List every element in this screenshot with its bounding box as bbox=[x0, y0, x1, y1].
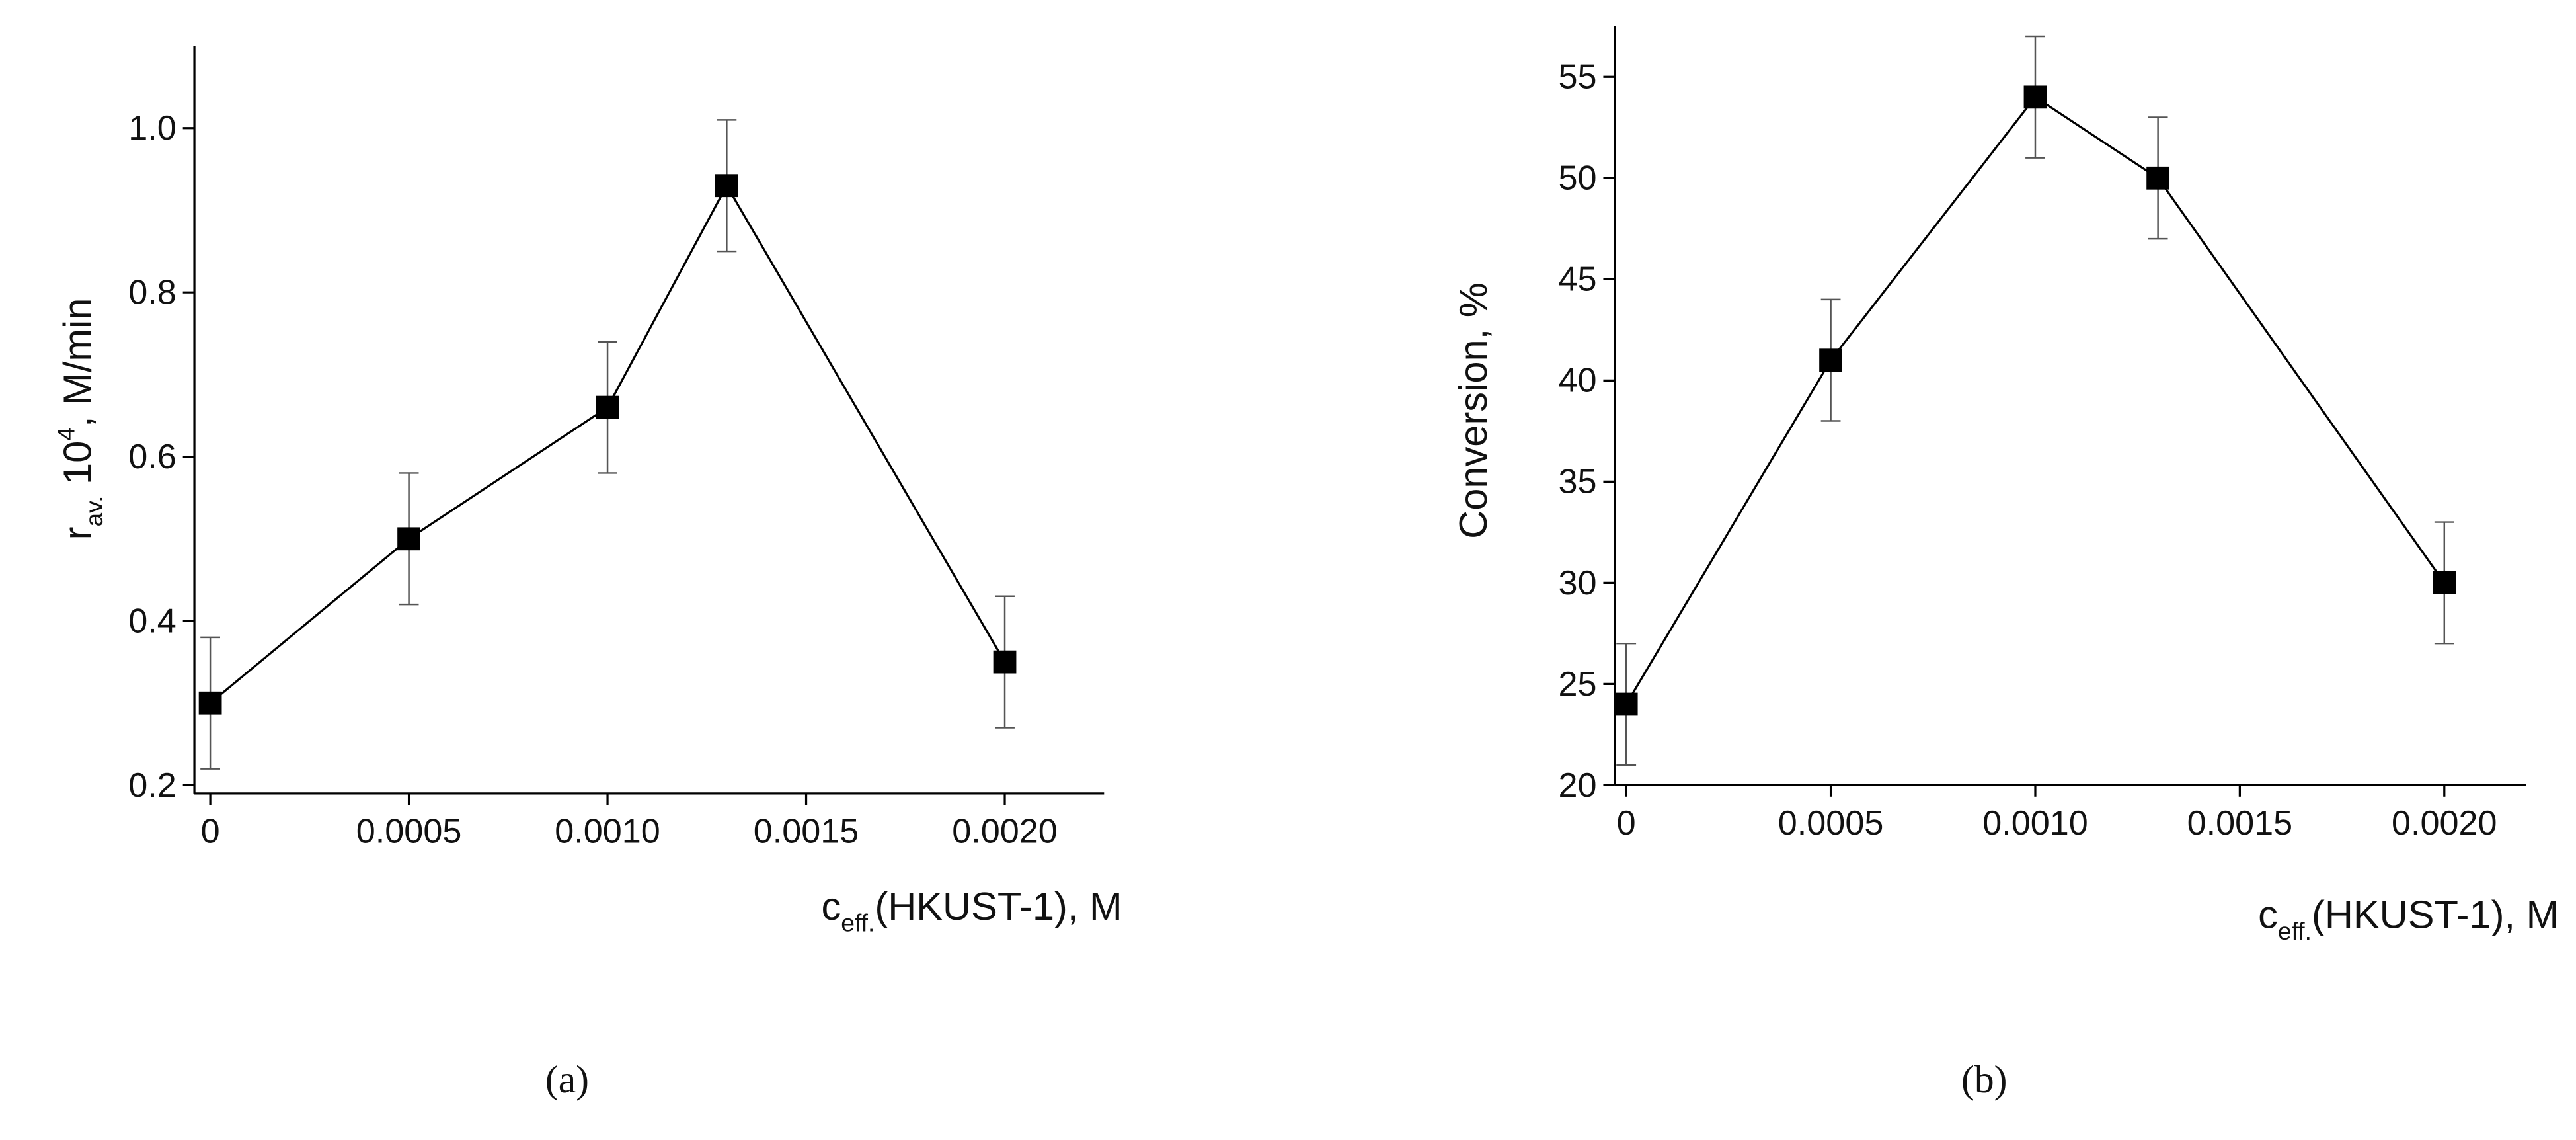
x-label-rest: (HKUST-1), M bbox=[2312, 893, 2559, 937]
y-tick-label: 50 bbox=[1559, 159, 1597, 198]
marker bbox=[198, 691, 222, 715]
y-tick-label: 25 bbox=[1559, 665, 1597, 704]
marker bbox=[2433, 571, 2456, 594]
y-tick-label: 1.0 bbox=[128, 109, 176, 147]
x-tick-label: 0 bbox=[1617, 804, 1636, 842]
x-axis-label: ceff.(HKUST-1), M bbox=[2258, 893, 2559, 945]
x-axis-label: ceff.(HKUST-1), M bbox=[821, 884, 1122, 936]
y-label-sub: av. bbox=[80, 496, 108, 527]
y-tick-label: 0.8 bbox=[128, 274, 176, 312]
y-axis-label: Conversion, % bbox=[1451, 282, 1495, 539]
x-tick-label: 0.0020 bbox=[2392, 804, 2497, 842]
y-axis-label: rav. 104, M/min bbox=[52, 298, 108, 540]
y-tick-label: 35 bbox=[1559, 463, 1597, 501]
marker bbox=[1614, 692, 1638, 716]
y-label-main: r bbox=[56, 526, 100, 540]
y-label-main: Conversion, % bbox=[1451, 282, 1495, 539]
panel-caption: (a) bbox=[545, 1057, 589, 1101]
y-tick-label: 20 bbox=[1559, 766, 1597, 805]
marker bbox=[1819, 348, 1842, 372]
y-tick-label: 30 bbox=[1559, 564, 1597, 602]
x-tick-label: 0.0010 bbox=[1982, 804, 2088, 842]
x-label-sub: eff. bbox=[841, 909, 875, 937]
panel-caption: (b) bbox=[1961, 1057, 2008, 1101]
y-label-sup: 4 bbox=[52, 427, 80, 441]
x-tick-label: 0.0015 bbox=[754, 812, 859, 850]
marker bbox=[715, 174, 738, 198]
data-line bbox=[1625, 95, 2446, 705]
x-label-main: c bbox=[2258, 893, 2278, 937]
y-label-rest: , M/min bbox=[56, 298, 100, 427]
marker bbox=[2023, 85, 2047, 109]
x-tick-label: 0.0020 bbox=[952, 812, 1058, 850]
x-tick-label: 0.0005 bbox=[1778, 804, 1884, 842]
x-label-sub: eff. bbox=[2278, 917, 2312, 945]
y-tick-label: 45 bbox=[1559, 261, 1597, 299]
chart-panel: 20 25 30 35 40 45 50 55 0 0.0005 0.0010 0.0015 0.002… bbox=[1451, 26, 2559, 1101]
marker bbox=[993, 650, 1017, 674]
marker bbox=[397, 527, 420, 551]
x-tick-label: 0.0005 bbox=[356, 812, 462, 850]
marker bbox=[2146, 166, 2170, 190]
x-tick-label: 0.0010 bbox=[555, 812, 660, 850]
x-label-rest: (HKUST-1), M bbox=[875, 884, 1122, 928]
marker bbox=[596, 395, 619, 419]
y-tick-label: 0.2 bbox=[128, 766, 176, 805]
y-tick-label: 0.4 bbox=[128, 602, 176, 640]
x-tick-label: 0.0015 bbox=[2187, 804, 2293, 842]
y-tick-label: 55 bbox=[1559, 58, 1597, 97]
y-tick-label: 0.6 bbox=[128, 438, 176, 476]
x-label-main: c bbox=[821, 884, 841, 928]
x-tick-label: 0 bbox=[201, 812, 220, 850]
y-tick-label: 40 bbox=[1559, 362, 1597, 400]
y-label-mid: 10 bbox=[56, 441, 100, 496]
chart-panel: 0.2 0.4 0.6 0.8 1.0 0 0.0005 0.0010 0.0015 0.0020… bbox=[52, 46, 1122, 1101]
